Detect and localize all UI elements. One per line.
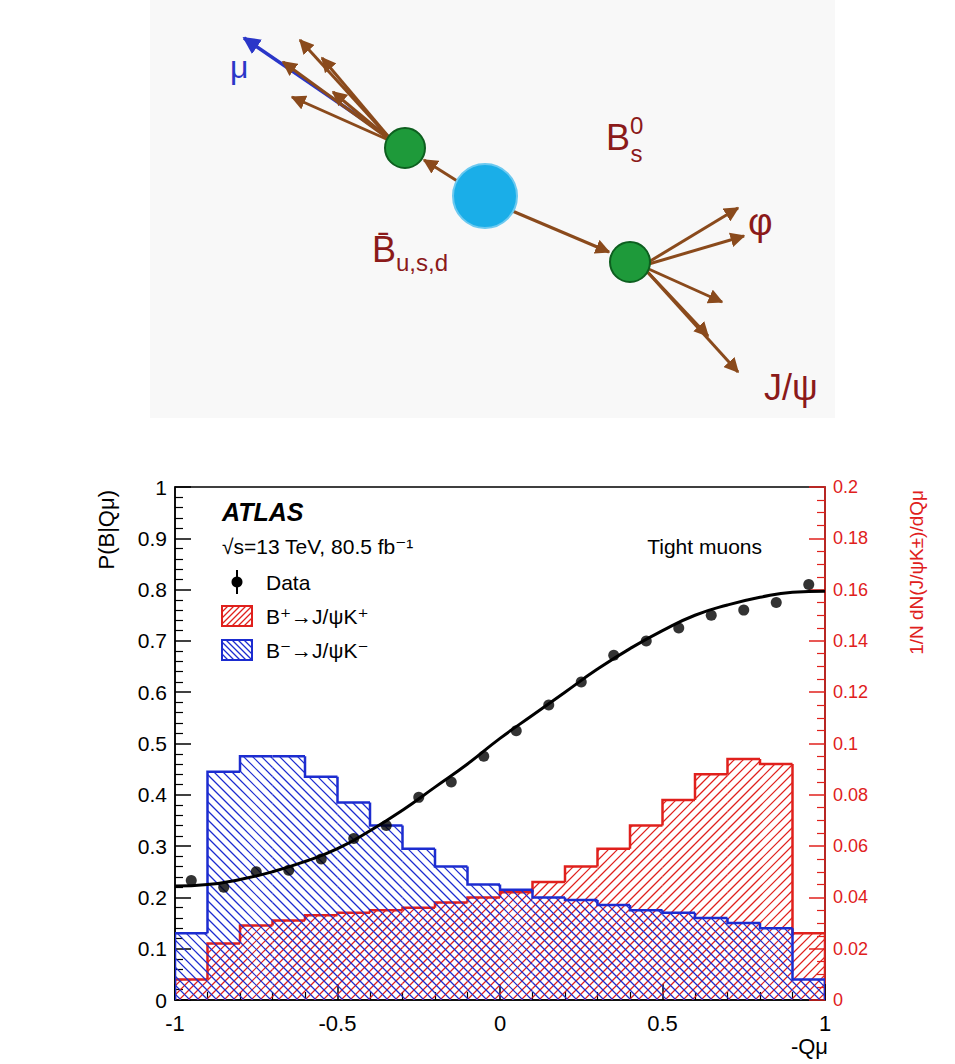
svg-text:B̄u,s,d: B̄u,s,d: [372, 229, 448, 276]
svg-text:φ: φ: [748, 201, 773, 243]
svg-text:-0.5: -0.5: [319, 1011, 357, 1036]
svg-text:J/ψ: J/ψ: [764, 367, 818, 408]
svg-text:P(B|Qμ): P(B|Qμ): [94, 490, 119, 570]
svg-text:0.16: 0.16: [833, 580, 868, 600]
svg-text:0.8: 0.8: [138, 578, 167, 601]
svg-text:B⁺→J/ψK⁺: B⁺→J/ψK⁺: [266, 605, 369, 628]
svg-text:0: 0: [155, 989, 167, 1012]
svg-text:0.7: 0.7: [138, 629, 167, 652]
svg-text:0.6: 0.6: [138, 681, 167, 704]
svg-text:0.2: 0.2: [833, 477, 858, 497]
svg-text:B0s: B0s: [606, 112, 643, 167]
svg-text:0.12: 0.12: [833, 682, 868, 702]
svg-text:0.04: 0.04: [833, 887, 868, 907]
svg-text:0.1: 0.1: [833, 734, 858, 754]
svg-text:Tight muons: Tight muons: [647, 535, 762, 558]
svg-text:-1: -1: [165, 1011, 185, 1036]
svg-text:0.14: 0.14: [833, 631, 868, 651]
svg-text:0.18: 0.18: [833, 528, 868, 548]
svg-text:0.4: 0.4: [138, 783, 168, 806]
svg-text:1: 1: [819, 1011, 831, 1036]
svg-text:0.3: 0.3: [138, 835, 167, 858]
svg-text:1: 1: [155, 476, 167, 499]
svg-text:0: 0: [833, 990, 843, 1010]
svg-text:0.5: 0.5: [138, 732, 167, 755]
svg-text:ATLAS: ATLAS: [221, 498, 304, 526]
svg-text:0.9: 0.9: [138, 527, 167, 550]
svg-text:1/N dN(J/ψK±)/dQμ: 1/N dN(J/ψK±)/dQμ: [906, 490, 927, 655]
svg-text:0.1: 0.1: [138, 937, 167, 960]
svg-text:B⁻→J/ψK⁻: B⁻→J/ψK⁻: [266, 639, 369, 662]
svg-text:-Qμ: -Qμ: [791, 1034, 828, 1059]
svg-text:0.06: 0.06: [833, 836, 868, 856]
svg-text:0: 0: [494, 1011, 506, 1036]
svg-text:0.5: 0.5: [647, 1011, 678, 1036]
svg-text:Data: Data: [266, 571, 311, 594]
svg-text:0.02: 0.02: [833, 939, 868, 959]
svg-text:√s=13 TeV, 80.5 fb⁻¹: √s=13 TeV, 80.5 fb⁻¹: [222, 535, 413, 558]
svg-text:μ: μ: [230, 49, 248, 85]
svg-text:0.08: 0.08: [833, 785, 868, 805]
svg-text:0.2: 0.2: [138, 886, 167, 909]
